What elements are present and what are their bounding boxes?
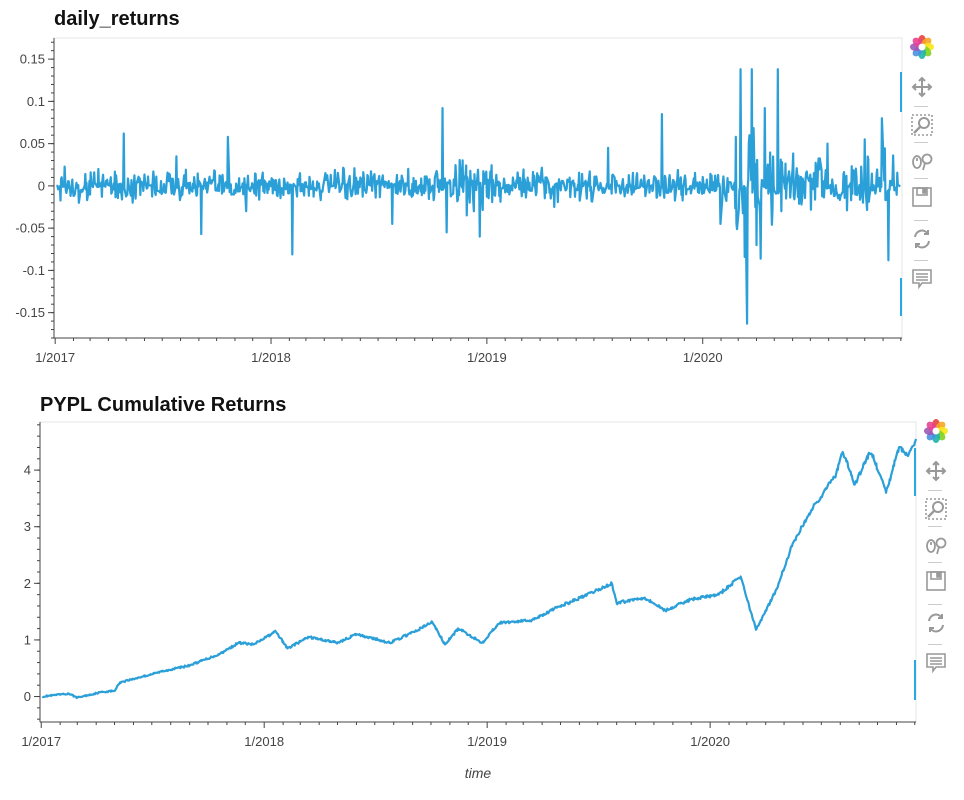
toolbar-separator xyxy=(914,178,928,179)
x-tick-label: 1/2018 xyxy=(251,350,291,365)
save-icon xyxy=(910,185,934,214)
reset-icon xyxy=(910,227,934,256)
wheel-zoom-tool[interactable] xyxy=(918,532,954,562)
daily-returns-chart[interactable]: 0.15 0.1 0.05 0 -0.05 -0.1 -0.15 1/2017 1/2018 1/… xyxy=(0,0,964,380)
x-tick-label: 1/2020 xyxy=(683,350,723,365)
series-line xyxy=(41,438,918,700)
daily-returns-plot: daily_returns 0.15 0.1 0.05 0 -0.05 -0.1 -0.15… xyxy=(0,0,964,380)
toolbar-separator xyxy=(928,644,942,645)
hover-tool[interactable] xyxy=(904,266,940,296)
x-tick-label: 1/2020 xyxy=(690,734,730,749)
toolbar-separator xyxy=(928,526,942,527)
hover-icon xyxy=(910,267,934,296)
plot-title: daily_returns xyxy=(54,8,180,30)
hover-icon xyxy=(924,651,948,680)
x-tick-label: 1/2018 xyxy=(244,734,284,749)
box-zoom-icon xyxy=(910,113,934,142)
series-line xyxy=(55,68,901,325)
save-tool[interactable] xyxy=(904,184,940,214)
wheel-zoom-icon xyxy=(910,149,934,178)
active-tool-indicator xyxy=(914,660,916,700)
y-tick-label: 0.1 xyxy=(27,94,45,109)
pan-tool[interactable] xyxy=(904,74,940,104)
y-tick-label: -0.1 xyxy=(23,263,45,278)
toolbar-separator xyxy=(928,562,942,563)
box-zoom-tool[interactable] xyxy=(918,496,954,526)
pan-icon xyxy=(924,459,948,488)
toolbar-separator xyxy=(914,260,928,261)
x-tick-label: 1/2017 xyxy=(21,734,61,749)
box-zoom-tool[interactable] xyxy=(904,112,940,142)
save-tool[interactable] xyxy=(918,568,954,598)
toolbar-separator xyxy=(914,220,928,221)
reset-tool[interactable] xyxy=(904,226,940,256)
box-zoom-icon xyxy=(924,497,948,526)
y-tick-label: 2 xyxy=(24,576,31,591)
cumulative-returns-chart[interactable]: 4 3 2 1 0 1/2017 1/2018 1/2019 1/2020 time xyxy=(0,388,964,800)
bokeh-logo-icon xyxy=(910,34,934,64)
pan-tool[interactable] xyxy=(918,458,954,488)
y-tick-label: 0 xyxy=(38,178,45,193)
bokeh-logo-icon xyxy=(924,418,948,448)
toolbar-separator xyxy=(928,604,942,605)
y-tick-label: 1 xyxy=(24,632,31,647)
y-tick-label: 0.15 xyxy=(20,52,45,67)
toolbar-separator xyxy=(914,106,928,107)
bokeh-logo-tool[interactable] xyxy=(918,418,954,448)
save-icon xyxy=(924,569,948,598)
y-tick-label: 3 xyxy=(24,519,31,534)
wheel-zoom-icon xyxy=(924,533,948,562)
x-tick-label: 1/2019 xyxy=(467,350,507,365)
reset-icon xyxy=(924,611,948,640)
x-axis-label: time xyxy=(465,765,492,781)
y-tick-label: 0 xyxy=(24,689,31,704)
reset-tool[interactable] xyxy=(918,610,954,640)
x-tick-label: 1/2019 xyxy=(467,734,507,749)
cumulative-returns-plot: PYPL Cumulative Returns 4 3 2 1 0 1/2017 1/201… xyxy=(0,388,964,800)
toolbar-separator xyxy=(928,490,942,491)
y-tick-label: -0.05 xyxy=(15,221,45,236)
y-tick-label: 0.05 xyxy=(20,136,45,151)
hover-tool[interactable] xyxy=(918,650,954,680)
wheel-zoom-tool[interactable] xyxy=(904,148,940,178)
bokeh-logo-tool[interactable] xyxy=(904,34,940,64)
plot-title: PYPL Cumulative Returns xyxy=(40,394,287,416)
plot-frame xyxy=(39,421,917,723)
pan-icon xyxy=(910,75,934,104)
y-tick-label: 4 xyxy=(24,463,31,478)
x-tick-label: 1/2017 xyxy=(35,350,75,365)
active-tool-indicator xyxy=(900,72,902,112)
active-tool-indicator xyxy=(900,278,902,316)
y-tick-label: -0.15 xyxy=(15,305,45,320)
active-tool-indicator xyxy=(914,448,916,496)
toolbar-separator xyxy=(914,142,928,143)
